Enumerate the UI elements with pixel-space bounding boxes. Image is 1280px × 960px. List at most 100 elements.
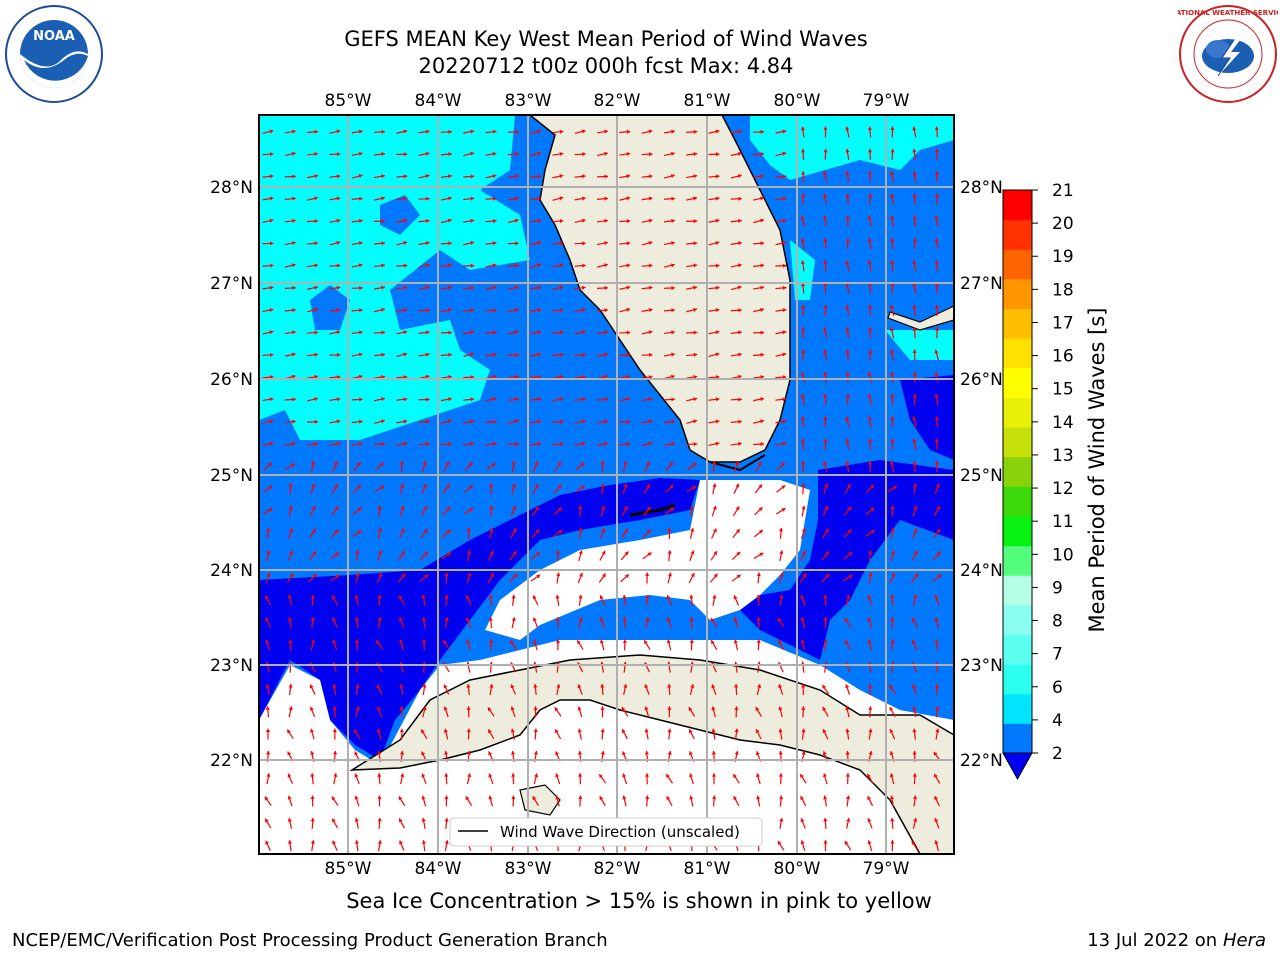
wind-arrow (574, 263, 586, 268)
wind-arrow (867, 438, 873, 450)
wind-arrow (352, 529, 363, 537)
wind-arrow (418, 129, 430, 134)
wind-arrow (418, 241, 430, 246)
wind-arrow (933, 528, 941, 539)
colorbar-segment (1003, 278, 1032, 310)
wind-arrow (663, 241, 675, 246)
wind-arrow (329, 330, 341, 335)
wind-arrow (466, 527, 471, 539)
wind-arrow (934, 461, 940, 472)
wind-arrow (800, 215, 806, 227)
wind-arrow (332, 617, 338, 628)
wind-arrow (775, 196, 787, 201)
wind-arrow (418, 218, 430, 224)
lon-label-bottom: 83°W (505, 859, 552, 879)
wind-arrow (868, 327, 873, 339)
wind-arrow (440, 352, 452, 357)
wind-arrow (619, 397, 631, 402)
wind-arrow (440, 129, 452, 134)
wind-arrow (845, 148, 850, 160)
wind-arrow (779, 527, 784, 539)
wind-arrow (375, 640, 384, 650)
wind-arrow (912, 817, 918, 829)
wind-arrow (510, 684, 517, 695)
lat-label-right: 23°N (960, 656, 1003, 676)
wind-arrow (686, 441, 698, 447)
lon-label-top: 85°W (325, 91, 372, 111)
wind-arrow (778, 728, 783, 740)
wind-arrow (596, 241, 609, 246)
wind-arrow (555, 550, 561, 562)
wind-arrow (333, 773, 338, 785)
wind-arrow (912, 126, 917, 138)
wind-arrow (777, 840, 785, 851)
wind-arrow (934, 840, 940, 852)
wind-arrow (753, 285, 765, 290)
wind-arrow (376, 572, 383, 584)
wind-arrow (441, 552, 452, 560)
wind-arrow (843, 529, 853, 538)
wind-arrow (552, 241, 564, 246)
lat-label-left: 27°N (210, 274, 253, 294)
wind-arrow (823, 416, 828, 428)
wind-arrow (708, 240, 720, 246)
wind-arrow (912, 795, 918, 807)
wind-arrow (846, 817, 851, 829)
wind-arrow (890, 817, 895, 829)
wind-arrow (399, 706, 404, 718)
wind-arrow (377, 817, 382, 829)
wind-arrow (689, 639, 694, 651)
wind-arrow (574, 174, 586, 179)
legend-label: Wind Wave Direction (unscaled) (500, 823, 740, 841)
wind-arrow (507, 442, 519, 447)
wind-arrow (332, 840, 338, 851)
wind-arrow (510, 528, 517, 539)
wind-arrow (597, 263, 608, 268)
wind-arrow (734, 461, 739, 472)
wind-arrow (329, 574, 340, 582)
wind-arrow (663, 263, 675, 268)
wind-arrow (310, 728, 315, 740)
wind-arrow (262, 174, 274, 179)
wind-arrow (911, 639, 918, 651)
wind-arrow (730, 352, 742, 357)
wind-arrow (284, 352, 296, 357)
wind-arrow (307, 352, 319, 357)
wind-arrow (641, 352, 653, 357)
wind-arrow (599, 550, 606, 561)
wind-arrow (485, 241, 497, 246)
wind-arrow (399, 728, 404, 740)
wave-field-below-2-south (259, 478, 700, 760)
wind-arrow (801, 728, 806, 740)
wind-arrow (846, 795, 851, 807)
wind-arrow (284, 196, 296, 201)
wind-arrow (421, 483, 427, 495)
wind-arrow (708, 397, 720, 402)
wind-arrow (775, 241, 787, 246)
wind-arrow (799, 573, 807, 583)
wind-arrow (265, 840, 271, 851)
wind-arrow (754, 484, 763, 494)
colorbar-tick-label: 17 (1052, 313, 1074, 333)
wind-arrow (440, 152, 452, 157)
wind-arrow (753, 307, 765, 313)
wind-arrow (488, 617, 493, 629)
wind-arrow (329, 174, 341, 179)
lon-label-top: 81°W (684, 91, 731, 111)
wind-arrow (465, 595, 472, 606)
wind-arrow (376, 706, 382, 718)
wind-arrow (310, 460, 316, 473)
wind-arrow (488, 639, 494, 651)
wind-arrow (753, 174, 765, 179)
wind-arrow (823, 371, 828, 383)
wind-arrow (730, 308, 742, 313)
wind-arrow (911, 840, 919, 851)
wind-arrow (641, 285, 653, 290)
wind-arrow (530, 196, 542, 201)
wind-arrow (619, 196, 631, 201)
wind-arrow (487, 729, 495, 740)
wind-arrow (485, 129, 497, 134)
wind-arrow (621, 706, 629, 717)
wind-arrow (912, 505, 918, 517)
wind-arrow (419, 574, 429, 582)
